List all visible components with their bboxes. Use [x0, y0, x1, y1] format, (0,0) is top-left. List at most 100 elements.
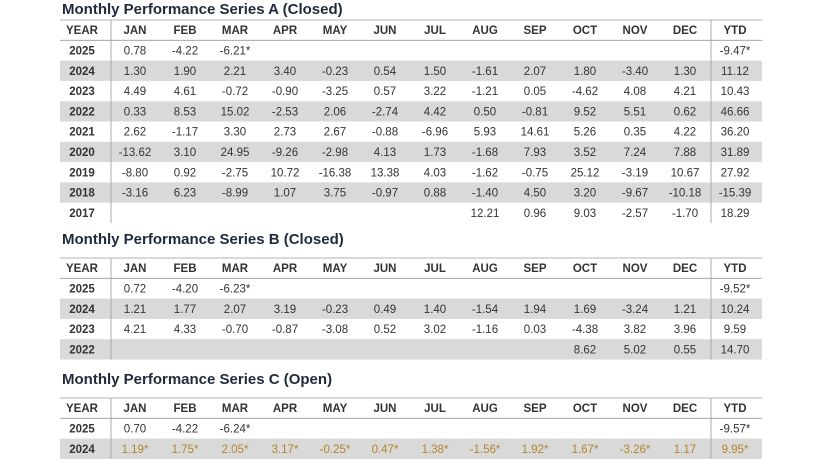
year-cell: 2025	[69, 423, 95, 435]
value-cell: -1.61	[472, 66, 498, 78]
value-cell: 0.50	[474, 106, 496, 118]
value-cell: -6.96	[422, 127, 448, 139]
value-cell: 15.02	[221, 106, 250, 118]
value-cell: -1.68	[472, 147, 498, 159]
value-cell: 0.52	[374, 324, 396, 336]
value-cell: 2.05*	[222, 444, 249, 456]
value-cell: -2.57	[622, 208, 648, 220]
row-shade	[60, 101, 762, 122]
row-shade	[60, 182, 762, 203]
year-cell: 2024	[69, 444, 95, 456]
value-cell: 8.62	[574, 344, 596, 356]
value-cell: 1.50	[424, 66, 446, 78]
value-cell: 2.67	[324, 127, 346, 139]
value-cell: -15.39	[719, 188, 752, 200]
year-cell: 2022	[69, 106, 95, 118]
value-cell: 4.49	[124, 86, 146, 98]
column-header: MAR	[222, 25, 249, 37]
value-cell: 0.78	[124, 45, 146, 57]
value-cell: 1.21	[674, 304, 696, 316]
value-cell: -9.52*	[720, 283, 751, 295]
value-cell: 3.10	[174, 147, 196, 159]
value-cell: 5.51	[624, 106, 646, 118]
value-cell: 1.38*	[422, 444, 449, 456]
value-cell: -0.97	[372, 188, 398, 200]
value-cell: -13.62	[119, 147, 152, 159]
column-header: YTD	[724, 25, 747, 37]
value-cell: -0.90	[272, 86, 298, 98]
value-cell: -3.26*	[620, 444, 651, 456]
column-header: FEB	[174, 403, 197, 415]
table-title: Monthly Performance Series A (Closed)	[62, 1, 343, 18]
value-cell: 27.92	[721, 167, 750, 179]
value-cell: -9.26	[272, 147, 298, 159]
value-cell: 2.06	[324, 106, 346, 118]
value-cell: 18.29	[721, 208, 750, 220]
value-cell: 1.07	[274, 188, 296, 200]
value-cell: -1.16	[472, 324, 498, 336]
column-header: JUL	[424, 263, 446, 275]
value-cell: 1.90	[174, 66, 196, 78]
column-header: YTD	[724, 403, 747, 415]
column-header: APR	[273, 263, 298, 275]
value-cell: 24.95	[221, 147, 250, 159]
year-cell: 2017	[69, 208, 95, 220]
column-header: JUN	[373, 403, 396, 415]
value-cell: 9.52	[574, 106, 596, 118]
value-cell: -9.67	[622, 188, 648, 200]
value-cell: 0.35	[624, 127, 646, 139]
value-cell: 4.13	[374, 147, 396, 159]
value-cell: 3.40	[274, 66, 296, 78]
column-header: AUG	[472, 263, 498, 275]
column-header: NOV	[623, 263, 648, 275]
year-cell: 2023	[69, 324, 95, 336]
value-cell: 2.07	[524, 66, 546, 78]
value-cell: -8.99	[222, 188, 248, 200]
value-cell: 1.21	[124, 304, 146, 316]
value-cell: -8.80	[122, 167, 148, 179]
value-cell: -0.25*	[320, 444, 351, 456]
value-cell: -1.62	[472, 167, 498, 179]
year-cell: 2023	[69, 86, 95, 98]
column-header: MAR	[222, 403, 249, 415]
column-header: DEC	[673, 403, 697, 415]
value-cell: -10.18	[669, 188, 702, 200]
column-header: DEC	[673, 25, 697, 37]
value-cell: -2.75	[222, 167, 248, 179]
column-header: SEP	[523, 25, 546, 37]
value-cell: -3.16	[122, 188, 148, 200]
value-cell: 1.19*	[122, 444, 149, 456]
column-header: YEAR	[66, 403, 99, 415]
value-cell: -3.08	[322, 324, 348, 336]
value-cell: 7.24	[624, 147, 647, 159]
value-cell: 4.21	[124, 324, 146, 336]
value-cell: 25.12	[571, 167, 600, 179]
value-cell: 9.59	[724, 324, 746, 336]
value-cell: 9.03	[574, 208, 596, 220]
value-cell: 36.20	[721, 127, 750, 139]
value-cell: 4.08	[624, 86, 646, 98]
column-header: DEC	[673, 263, 697, 275]
value-cell: 7.93	[524, 147, 546, 159]
value-cell: 3.96	[674, 324, 696, 336]
value-cell: -3.25	[322, 86, 348, 98]
value-cell: 1.30	[674, 66, 696, 78]
value-cell: 2.07	[224, 304, 246, 316]
value-cell: 5.93	[474, 127, 496, 139]
value-cell: 10.24	[721, 304, 750, 316]
value-cell: 0.70	[124, 423, 146, 435]
value-cell: -4.22	[172, 45, 198, 57]
column-header: JUL	[424, 25, 446, 37]
value-cell: 4.21	[674, 86, 696, 98]
table-title: Monthly Performance Series C (Open)	[62, 371, 332, 388]
value-cell: 5.26	[574, 127, 596, 139]
value-cell: 3.02	[424, 324, 446, 336]
column-header: NOV	[623, 403, 648, 415]
value-cell: -1.40	[472, 188, 498, 200]
column-header: APR	[273, 403, 298, 415]
column-header: JUL	[424, 403, 446, 415]
value-cell: -0.87	[272, 324, 298, 336]
value-cell: -1.54	[472, 304, 499, 316]
value-cell: -6.21*	[220, 45, 251, 57]
column-header: MAY	[323, 263, 348, 275]
